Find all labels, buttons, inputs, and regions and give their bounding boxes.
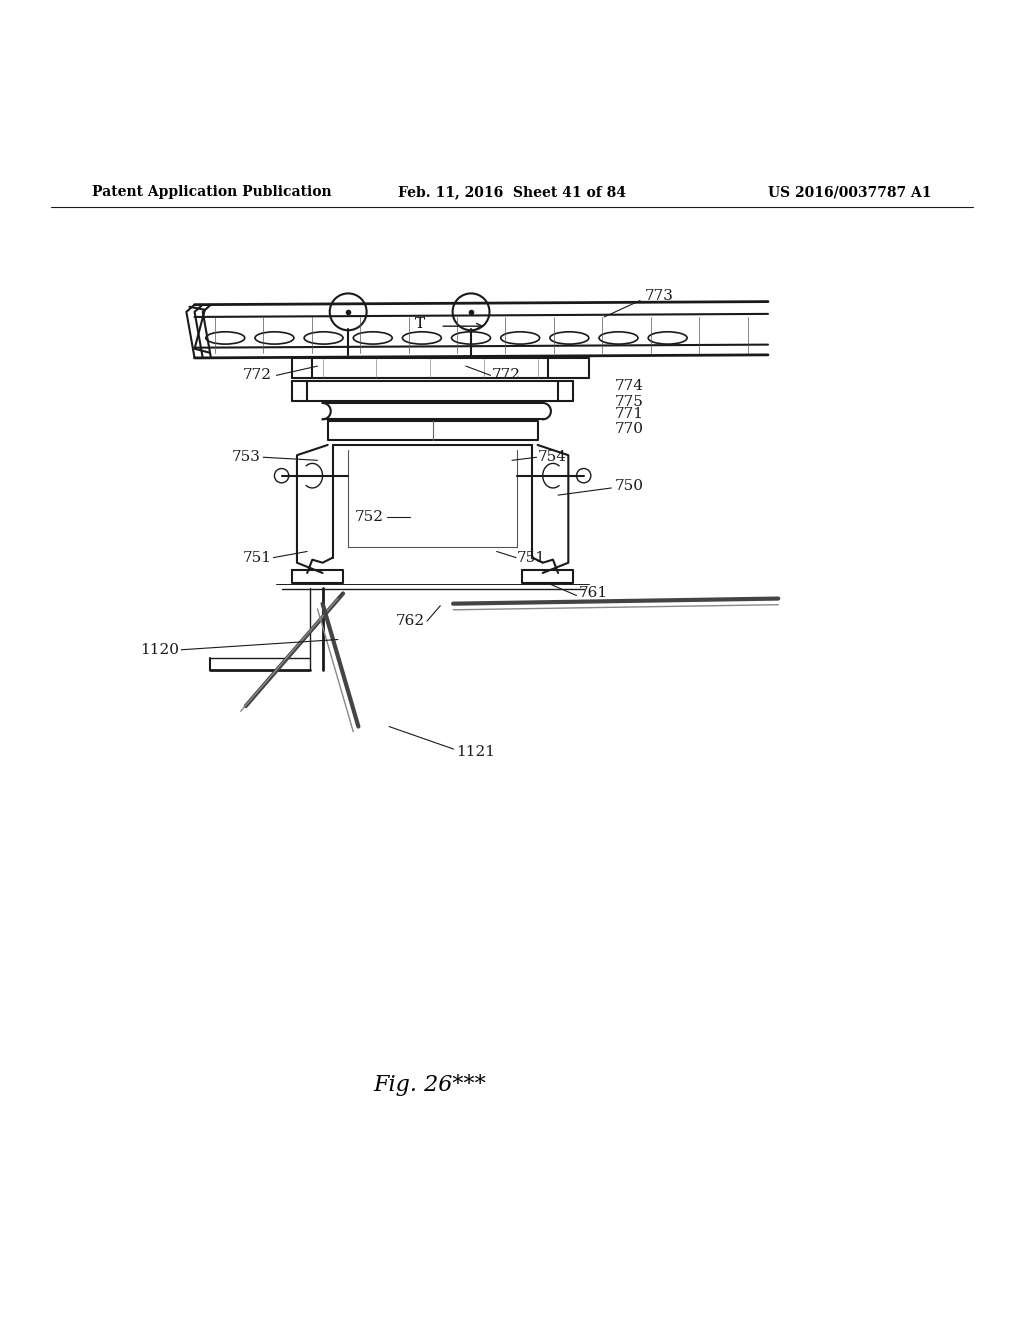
Text: 753: 753 (232, 450, 261, 465)
Text: 774: 774 (614, 379, 643, 392)
Text: 775: 775 (614, 395, 643, 409)
Text: 770: 770 (614, 421, 643, 436)
Text: 762: 762 (396, 614, 425, 628)
Text: 761: 761 (579, 586, 607, 601)
Text: 773: 773 (645, 289, 674, 304)
Text: 750: 750 (614, 479, 643, 492)
Text: US 2016/0037787 A1: US 2016/0037787 A1 (768, 185, 932, 199)
Text: T: T (415, 317, 425, 331)
Text: 751: 751 (517, 550, 546, 565)
Text: 772: 772 (492, 368, 520, 383)
Text: 771: 771 (614, 408, 643, 421)
Text: 1121: 1121 (456, 746, 495, 759)
Text: Fig. 26***: Fig. 26*** (374, 1074, 486, 1096)
Text: 752: 752 (355, 510, 384, 524)
Text: 751: 751 (243, 550, 271, 565)
Text: Patent Application Publication: Patent Application Publication (92, 185, 332, 199)
Text: 1120: 1120 (140, 643, 179, 657)
Text: 754: 754 (538, 450, 566, 465)
Text: 772: 772 (243, 368, 271, 383)
Text: Feb. 11, 2016  Sheet 41 of 84: Feb. 11, 2016 Sheet 41 of 84 (398, 185, 626, 199)
